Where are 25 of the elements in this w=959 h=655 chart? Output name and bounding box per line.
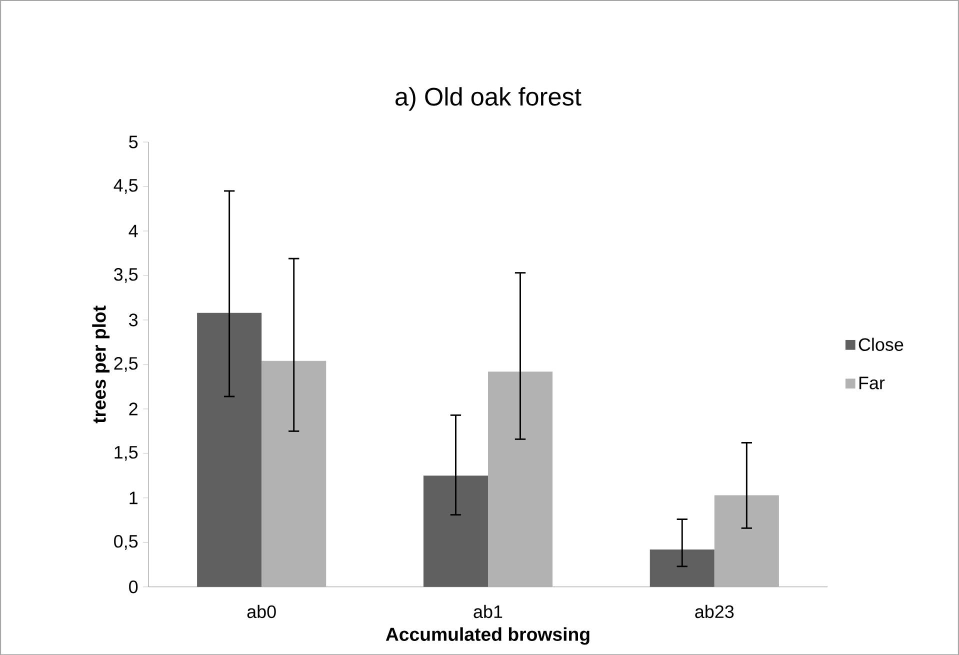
x-axis-title: Accumulated browsing — [386, 627, 590, 645]
y-axis-title: trees per plot — [92, 305, 110, 424]
y-tick-label: 3 — [129, 313, 138, 326]
y-tick-label: 2 — [129, 402, 138, 416]
y-tick-label: 2,5 — [114, 356, 138, 372]
bar — [650, 549, 714, 587]
bar — [423, 476, 488, 587]
x-tick-label: ab0 — [247, 604, 276, 618]
bar — [262, 360, 326, 587]
y-tick-label: 4,5 — [114, 179, 138, 194]
legend-label: Far — [859, 376, 885, 390]
y-tick-label: 4 — [128, 224, 138, 238]
y-tick-label: 3,5 — [114, 268, 138, 283]
x-tick-label: ab1 — [474, 604, 502, 618]
y-tick-label: 0,5 — [114, 534, 138, 550]
bar — [488, 371, 553, 587]
bar — [714, 495, 779, 587]
y-tick-label: 1 — [130, 492, 138, 504]
y-tick-label: 0 — [129, 580, 138, 594]
legend-label: Close — [858, 338, 904, 351]
y-tick-label: 1,5 — [114, 446, 138, 461]
y-tick-label: 5 — [129, 136, 138, 148]
chart-title: a) Old oak forest — [396, 86, 582, 111]
bar — [197, 312, 262, 587]
x-tick-label: ab23 — [695, 604, 734, 618]
